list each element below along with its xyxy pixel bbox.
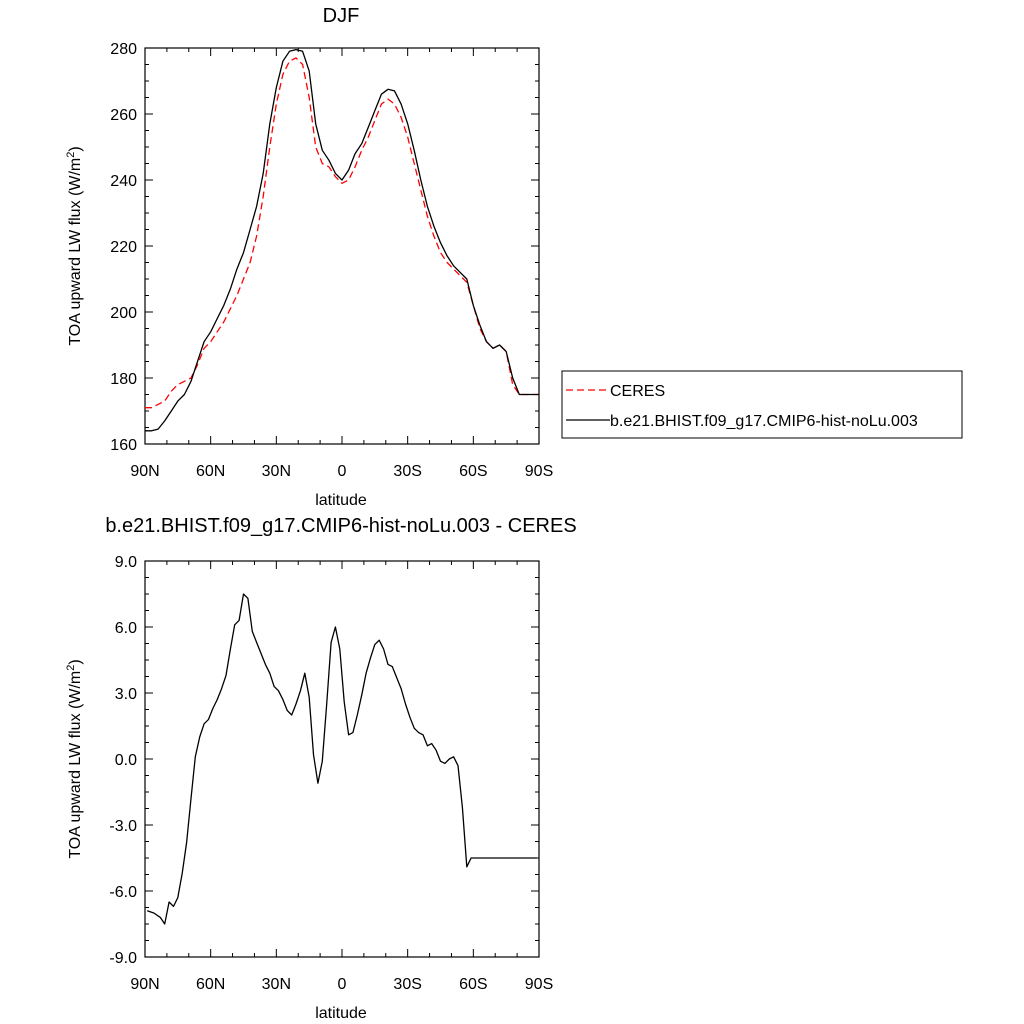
- x-tick-label: 30S: [393, 976, 421, 993]
- y-tick-label: 220: [110, 239, 137, 256]
- series-lines-top: [145, 48, 539, 432]
- legend-label-ceres: CERES: [610, 383, 665, 400]
- axis-ticks-bottom: 90N 60N 30N 0 30S 60S 90S -9.0 -6.0 -3.0 0.0 3.0 6.0…: [109, 554, 553, 993]
- y-tick-label: 280: [110, 41, 137, 58]
- series-line-top-model: [145, 48, 539, 432]
- x-tick-label: 90S: [525, 976, 553, 993]
- series-line-bottom-model: [146, 593, 537, 925]
- axis-ticks-top: 90N 60N 30N 0 30S 60S 90S 160 180 200 220 240 260 280: [110, 41, 553, 480]
- y-tick-label: 180: [110, 371, 137, 388]
- x-tick-label: 90N: [130, 463, 159, 480]
- x-tick-label: 60S: [459, 976, 487, 993]
- x-axis-label-top: latitude: [315, 492, 367, 509]
- y-tick-label: 0.0: [115, 752, 137, 769]
- legend: CERES b.e21.BHIST.f09_g17.CMIP6-hist-noL…: [561, 370, 963, 439]
- series-line-top-ceres: [145, 57, 539, 409]
- x-tick-label: 0: [338, 976, 347, 993]
- x-tick-label: 30N: [262, 463, 291, 480]
- x-tick-label: 30N: [262, 976, 291, 993]
- chart-panel-top: DJF 90N 60N 30N 0 30S 60S 90S 160 180 200 220 240 26…: [65, 5, 963, 509]
- y-tick-label: 6.0: [115, 620, 137, 637]
- series-lines-bottom: [146, 593, 537, 925]
- y-tick-label: 3.0: [115, 686, 137, 703]
- y-tick-label: 160: [110, 437, 137, 454]
- plot-frame-top: [144, 47, 540, 445]
- legend-label-model: b.e21.BHIST.f09_g17.CMIP6-hist-noLu.003: [610, 413, 918, 430]
- x-tick-label: 0: [338, 463, 347, 480]
- x-axis-label-bottom: latitude: [315, 1005, 367, 1022]
- y-tick-label: -9.0: [109, 950, 137, 967]
- x-tick-label: 60N: [196, 463, 225, 480]
- y-tick-label: 240: [110, 173, 137, 190]
- x-tick-label: 90S: [525, 463, 553, 480]
- y-tick-label: -6.0: [109, 884, 137, 901]
- legend-box: [561, 370, 963, 439]
- plot-frame-bottom: [144, 560, 540, 958]
- y-tick-label: 260: [110, 107, 137, 124]
- x-tick-label: 60S: [459, 463, 487, 480]
- x-tick-label: 30S: [393, 463, 421, 480]
- x-tick-label: 60N: [196, 976, 225, 993]
- y-axis-label-top: TOA upward LW flux (W/m2): [65, 146, 84, 345]
- x-tick-label: 90N: [130, 976, 159, 993]
- y-axis-label-bottom: TOA upward LW flux (W/m2): [65, 659, 84, 858]
- chart-title-bottom: b.e21.BHIST.f09_g17.CMIP6-hist-noLu.003 …: [105, 515, 576, 537]
- chart-title-top: DJF: [323, 5, 360, 27]
- y-tick-label: -3.0: [109, 818, 137, 835]
- chart-panel-bottom: b.e21.BHIST.f09_g17.CMIP6-hist-noLu.003 …: [65, 515, 577, 1022]
- y-tick-label: 200: [110, 305, 137, 322]
- y-tick-label: 9.0: [115, 554, 137, 571]
